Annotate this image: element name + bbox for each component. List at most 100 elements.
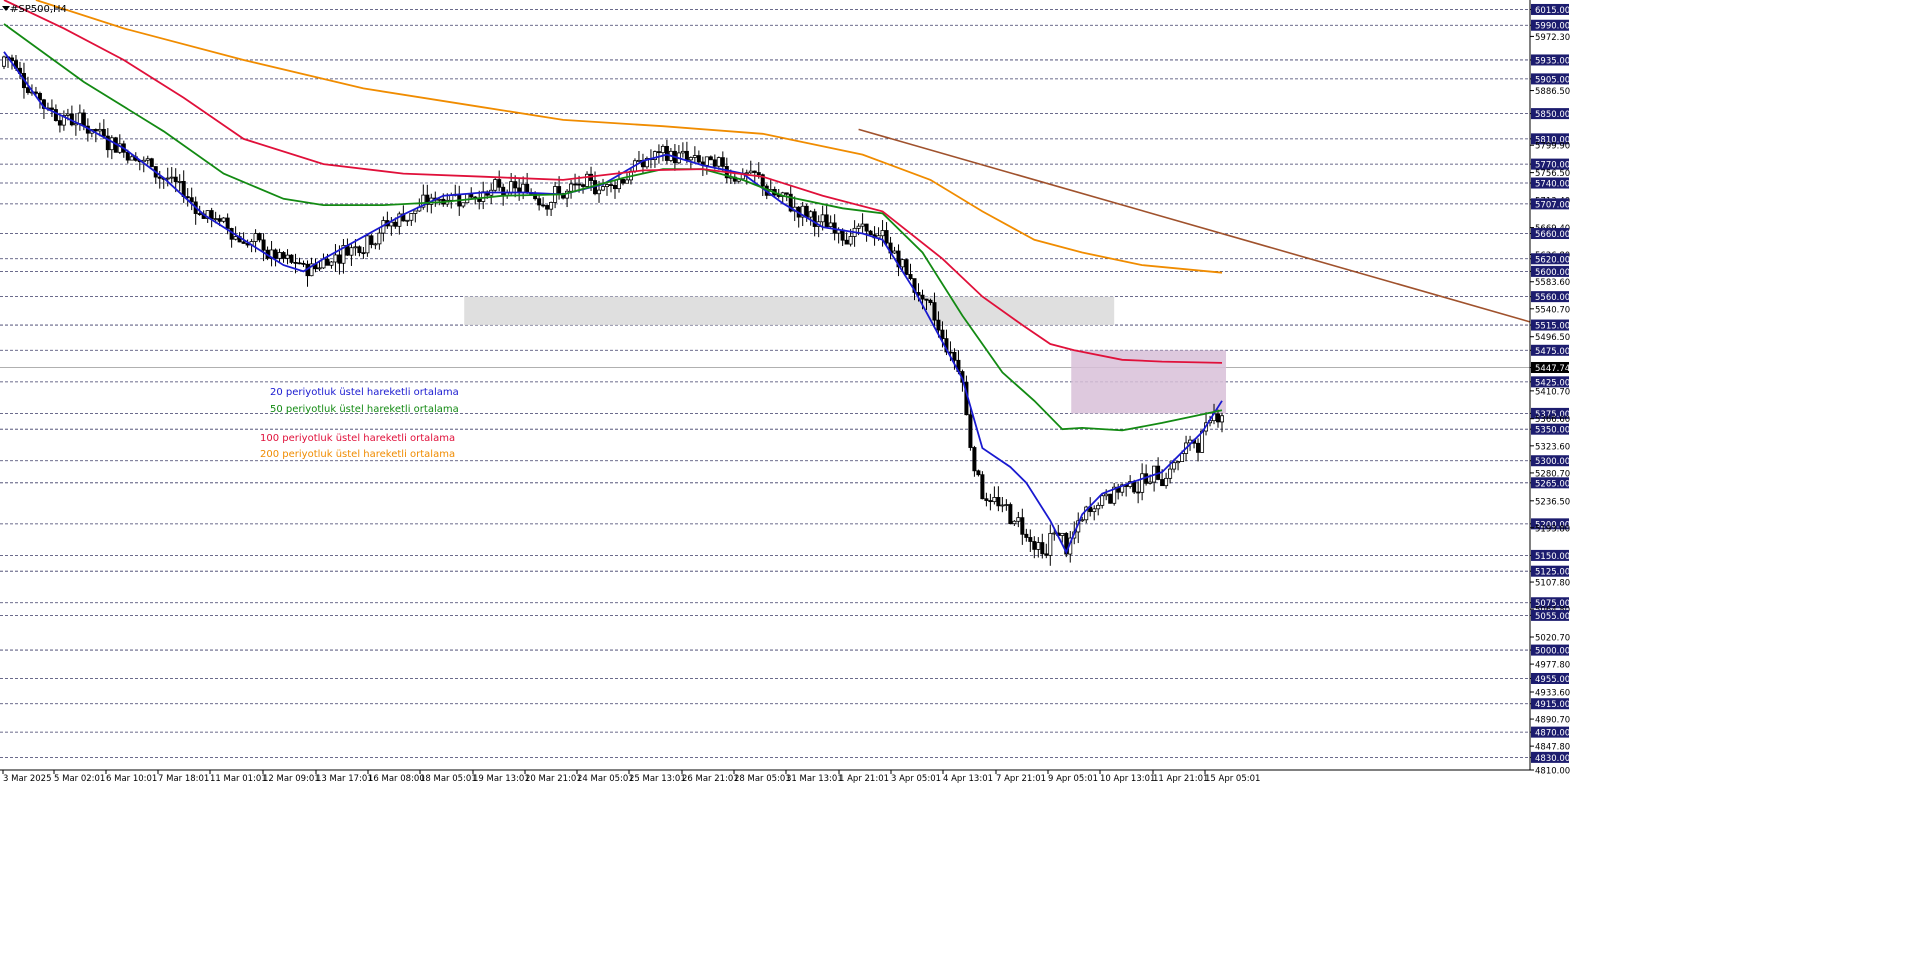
candle-body [25,87,30,93]
candle-body [696,155,701,163]
candle-body [1092,508,1097,513]
candle-body [688,157,693,161]
price-marker [1531,3,1569,15]
candle-body [1032,541,1037,550]
candle-body [521,183,526,193]
candle-body [864,223,869,232]
price-marker [1531,672,1569,684]
candle-body [369,235,374,245]
candle-body [333,254,338,263]
candle-body [1020,517,1025,535]
price-tick-label: 4933.60 [1535,688,1570,698]
candle-body [912,278,917,293]
time-tick-label: 24 Mar 05:01 [577,774,634,784]
price-marker [1531,477,1569,489]
candle-body [996,497,1001,507]
price-tick-label: 4890.70 [1535,716,1570,726]
price-tick-label: 5620.00 [1535,255,1570,265]
candle-body [285,254,290,259]
candle-body [1140,473,1145,493]
candle-body [848,236,853,245]
candle-body [581,184,586,187]
price-marker [1531,609,1569,621]
price-tick-label: 5200.00 [1535,520,1570,530]
candle-body [1052,532,1057,535]
candle-body [844,239,849,245]
candle-body [513,181,518,189]
candle-body [752,170,757,173]
price-marker [1531,644,1569,656]
candle-body [856,225,861,229]
candle-body [1048,533,1053,556]
candle-body [1108,493,1113,504]
price-marker [1531,228,1569,240]
candle-body [1024,533,1029,538]
candle-body [1104,493,1109,497]
candle-body [101,128,106,137]
ema-line-ema20 [3,51,1223,555]
candle-body [49,107,54,110]
time-tick-label: 12 Mar 09:01 [263,774,320,784]
time-tick-label: 7 Apr 21:01 [996,774,1046,784]
candle-body [748,170,753,174]
candle-body [712,159,717,167]
candle-body [337,254,342,264]
candle-body [716,157,721,167]
candle-body [708,156,713,161]
time-tick-label: 13 Mar 17:01 [316,774,373,784]
candle-body [493,179,498,191]
price-tick-label: 5905.00 [1535,75,1570,85]
price-tick-label: 5540.70 [1535,305,1570,315]
candle-body [936,319,941,331]
candle-body [81,112,86,127]
candle-body [1148,481,1153,484]
candle-body [968,414,973,448]
candle-body [1168,468,1173,479]
price-tick-label: 5193.80 [1535,524,1570,534]
candle-body [577,183,582,186]
candle-body [341,245,346,264]
candle-body [217,218,222,222]
time-tick-label: 5 Mar 02:01 [54,774,105,784]
price-tick-label: 5236.50 [1535,497,1570,507]
candle-body [585,173,590,187]
candle-body [465,193,470,204]
price-tick-label: 5886.50 [1535,87,1570,97]
chevron-down-icon[interactable] [2,6,10,11]
price-tick-label: 4847.80 [1535,743,1570,753]
candle-body [804,205,809,218]
candle-body [413,210,418,214]
price-marker [1531,158,1569,170]
price-tick-label: 5107.80 [1535,579,1570,589]
candle-body [788,193,793,212]
candle-body [437,198,442,201]
time-tick-label: 1 Apr 21:01 [839,774,889,784]
price-tick-label: 5280.70 [1535,469,1570,479]
price-tick-label: 5515.00 [1535,322,1570,332]
price-marker [1531,423,1569,435]
symbol-title: #SP500,H4 [10,4,67,15]
candle-body [253,233,258,242]
price-marker [1531,265,1569,277]
candle-body [197,213,202,215]
candle-body [704,156,709,166]
candle-body [393,221,398,227]
candle-body [597,189,602,195]
candle-body [1176,461,1181,464]
candle-body [1,56,6,67]
price-tick-label: 5475.00 [1535,347,1570,357]
price-tick-label: 5350.00 [1535,426,1570,436]
candle-body [840,229,845,241]
candle-body [317,267,322,270]
candle-body [980,474,985,500]
candle-body [692,155,697,158]
candle-body [309,263,314,277]
price-tick-label: 5740.00 [1535,180,1570,190]
candle-body [1028,537,1033,542]
time-tick-label: 31 Mar 13:01 [786,774,843,784]
price-marker [1531,361,1569,373]
candle-body [1012,520,1017,525]
price-tick-label: 5583.60 [1535,278,1570,288]
candle-body [1112,486,1117,504]
